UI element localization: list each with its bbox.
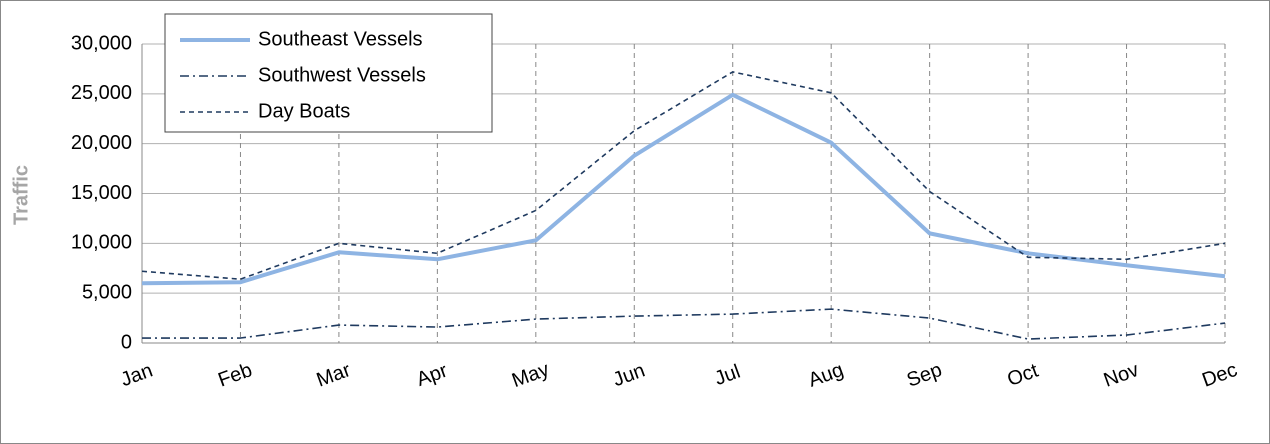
legend-label: Southwest Vessels	[258, 64, 426, 86]
y-axis-label: Traffic	[10, 165, 32, 225]
y-tick-label: 10,000	[71, 232, 132, 254]
series-line	[141, 71, 1226, 281]
y-tick-label: 30,000	[71, 32, 132, 54]
y-tick-label: 15,000	[71, 182, 132, 204]
legend-label: Day Boats	[258, 100, 350, 122]
y-tick-label: 20,000	[71, 132, 132, 154]
y-tick-label: 25,000	[71, 82, 132, 104]
series-line	[142, 308, 1226, 340]
y-tick-label: 0	[121, 331, 132, 353]
y-tick-label: 5,000	[82, 281, 132, 303]
legend-label: Southeast Vessels	[258, 28, 423, 50]
series-line	[141, 92, 1226, 286]
